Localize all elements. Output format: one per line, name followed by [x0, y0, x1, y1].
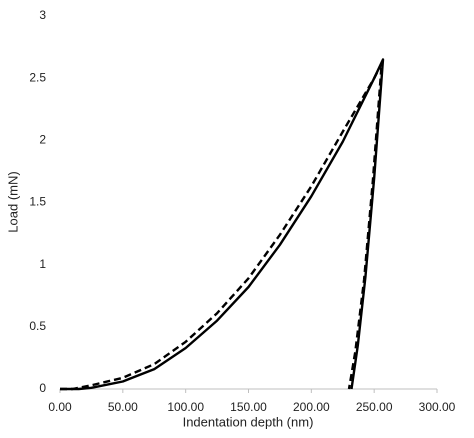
x-tick-label: 150.00: [230, 400, 267, 414]
y-tick-label: 0: [39, 381, 46, 395]
x-tick-label: 50.00: [108, 400, 138, 414]
x-tick-label: 0.00: [48, 400, 72, 414]
x-axis-title: Indentation depth (nm): [183, 414, 314, 429]
x-tick-label: 300.00: [419, 400, 456, 414]
y-tick-label: 1: [39, 257, 46, 271]
x-tick-label: 250.00: [356, 400, 393, 414]
y-tick-label: 2.5: [29, 70, 46, 84]
y-tick-label: 2: [39, 133, 46, 147]
series-line: [60, 58, 385, 391]
x-tick-label: 100.00: [167, 400, 204, 414]
y-axis-title: Load (mN): [5, 171, 20, 232]
y-tick-label: 0.5: [29, 319, 46, 333]
series-line: [60, 62, 383, 391]
x-tick-label: 200.00: [293, 400, 330, 414]
y-tick-label: 1.5: [29, 195, 46, 209]
y-tick-label: 3: [39, 8, 46, 22]
